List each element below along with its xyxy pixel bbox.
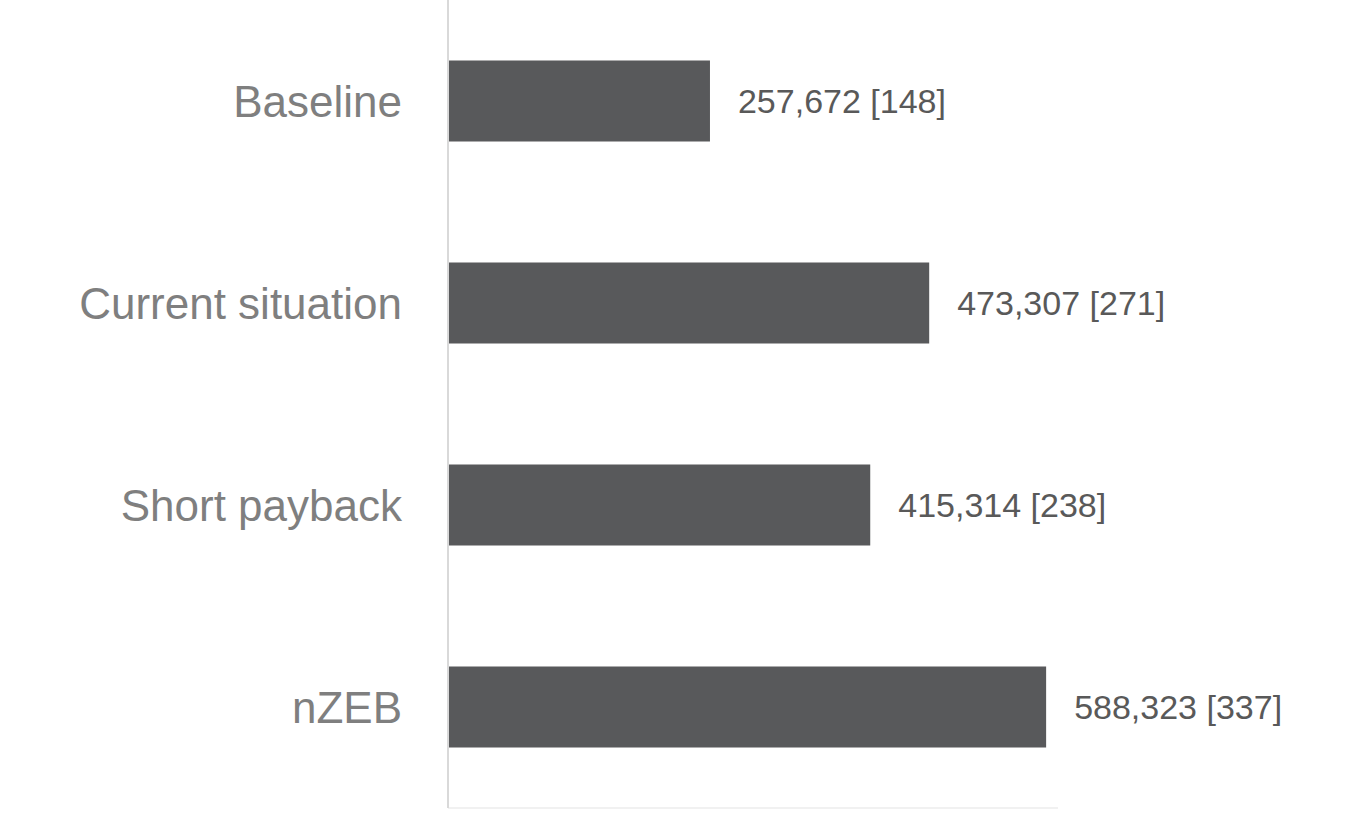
svg-text:nZEB: nZEB [292, 683, 402, 732]
svg-text:473,307 [271]: 473,307 [271] [957, 284, 1165, 322]
svg-text:257,672 [148]: 257,672 [148] [738, 82, 946, 120]
svg-text:415,314 [238]: 415,314 [238] [898, 486, 1106, 524]
svg-text:588,323 [337]: 588,323 [337] [1074, 688, 1282, 726]
svg-text:Baseline: Baseline [233, 77, 402, 126]
svg-text:Current situation: Current situation [79, 279, 402, 328]
svg-text:Short payback: Short payback [121, 481, 403, 530]
